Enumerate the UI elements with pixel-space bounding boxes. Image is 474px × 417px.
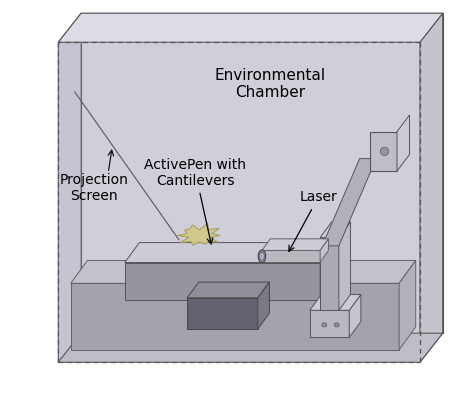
Polygon shape xyxy=(58,333,443,362)
Polygon shape xyxy=(71,283,399,350)
Polygon shape xyxy=(320,222,350,238)
Ellipse shape xyxy=(334,323,339,327)
Text: Laser: Laser xyxy=(289,190,337,251)
Polygon shape xyxy=(310,294,361,310)
Polygon shape xyxy=(177,223,220,245)
Polygon shape xyxy=(320,243,335,300)
Polygon shape xyxy=(322,158,376,246)
Text: Projection
Screen: Projection Screen xyxy=(59,173,128,203)
Polygon shape xyxy=(125,243,335,263)
Polygon shape xyxy=(262,239,328,251)
Ellipse shape xyxy=(322,323,327,327)
Polygon shape xyxy=(81,13,443,333)
Polygon shape xyxy=(125,263,320,300)
Ellipse shape xyxy=(381,147,389,156)
Polygon shape xyxy=(58,13,443,42)
Ellipse shape xyxy=(258,250,266,263)
Polygon shape xyxy=(58,42,420,362)
Polygon shape xyxy=(397,115,410,171)
Polygon shape xyxy=(58,13,81,362)
Text: ActivePen with
Cantilevers: ActivePen with Cantilevers xyxy=(145,158,246,244)
Polygon shape xyxy=(339,222,350,310)
Polygon shape xyxy=(320,238,339,310)
Polygon shape xyxy=(187,282,269,298)
Polygon shape xyxy=(71,261,416,283)
Polygon shape xyxy=(310,310,349,337)
Polygon shape xyxy=(262,251,320,262)
Text: Environmental
Chamber: Environmental Chamber xyxy=(215,68,326,100)
Ellipse shape xyxy=(259,252,264,260)
Polygon shape xyxy=(399,261,416,350)
Polygon shape xyxy=(258,282,269,329)
Polygon shape xyxy=(320,239,328,262)
Polygon shape xyxy=(349,294,361,337)
Polygon shape xyxy=(370,132,397,171)
Polygon shape xyxy=(420,13,443,362)
Polygon shape xyxy=(187,298,258,329)
